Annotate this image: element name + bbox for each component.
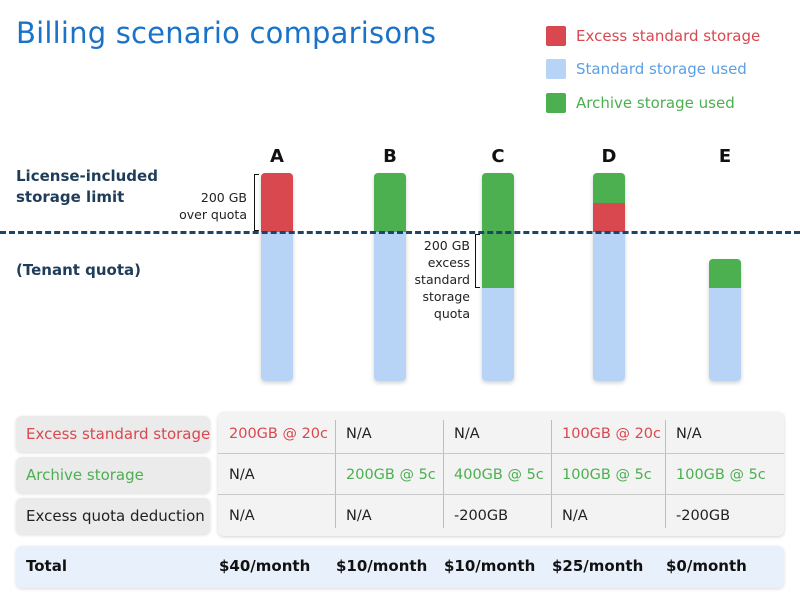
table-divider [551,420,552,528]
tenant-quota-line [0,231,800,234]
table-cell-excess-d: 100GB @ 20c [562,426,662,442]
table-cell-deduction-b: N/A [346,508,372,524]
bar-c-standard-used [482,288,514,381]
column-letter-e: E [718,146,732,167]
legend-label-archive-used: Archive storage used [576,94,735,112]
column-letter-a: A [270,146,284,167]
bar-a-standard-used [261,232,293,381]
table-cell-archive-b: 200GB @ 5c [346,467,436,483]
table-cell-archive-a: N/A [229,467,255,483]
table-cell-excess-b: N/A [346,426,372,442]
legend-swatch-excess-standard [546,26,566,46]
total-e: $0/month [666,557,747,575]
table-cell-archive-c: 400GB @ 5c [454,467,544,483]
total-row [16,546,784,588]
table-cell-excess-c: N/A [454,426,480,442]
legend-item-archive-used: Archive storage used [546,92,735,114]
annotation-a-line1: 200 GB [200,190,247,205]
bar-b-standard-used [374,232,406,381]
bar-c-archive-used [482,173,514,288]
bar-d-standard-used [593,232,625,381]
annotation-a-line2: over quota [179,207,247,222]
total-a: $40/month [219,557,311,575]
bar-a-excess-standard [261,173,293,232]
row-label-excess-quota-deduction: Excess quota deduction [16,498,210,534]
table-cell-archive-e: 100GB @ 5c [676,467,766,483]
bar-d-archive-used [593,173,625,203]
legend-label-standard-used: Standard storage used [576,60,747,78]
annotation-c-line3: standard [414,272,470,287]
table-cell-deduction-d: N/A [562,508,588,524]
total-label: Total [26,557,67,575]
table-cell-excess-e: N/A [676,426,702,442]
table-divider [443,420,444,528]
bar-d-excess-standard [593,203,625,232]
table-cell-deduction-e: -200GB [676,508,731,524]
page-title: Billing scenario comparisons [16,16,437,50]
row-label-archive-storage: Archive storage [16,457,210,493]
storage-limit-label-line1: License-included [16,167,158,185]
table-row-divider [218,494,784,495]
legend-swatch-archive-used [546,93,566,113]
legend-swatch-standard-used [546,59,566,79]
legend-item-excess-standard: Excess standard storage [546,25,760,47]
total-b: $10/month [336,557,428,575]
table-cell-deduction-c: -200GB [454,508,509,524]
annotation-c-line1: 200 GB [423,238,470,253]
storage-limit-label-line2: storage limit [16,188,125,206]
column-letter-b: B [383,146,397,167]
annotation-a: 200 GB over quota [179,189,247,223]
table-cell-deduction-a: N/A [229,508,255,524]
bar-e-archive-used [709,259,741,288]
comparison-table [218,412,784,536]
bar-b-archive-used [374,173,406,232]
annotation-c-line2: excess [427,255,470,270]
total-c: $10/month [444,557,536,575]
table-cell-excess-a: 200GB @ 20c [229,426,329,442]
table-divider [665,420,666,528]
column-letter-c: C [491,146,505,167]
annotation-c-line5: quota [433,306,470,321]
legend-item-standard-used: Standard storage used [546,58,747,80]
total-d: $25/month [552,557,644,575]
column-letter-d: D [601,146,617,167]
annotation-c: 200 GB excess standard storage quota [415,237,470,322]
bracket-c [475,234,480,288]
row-label-excess-standard: Excess standard storage [16,416,210,452]
table-divider [335,420,336,528]
bracket-a [254,174,259,231]
bar-e-standard-used [709,288,741,381]
storage-limit-label: License-included storage limit [16,166,158,208]
table-cell-archive-d: 100GB @ 5c [562,467,652,483]
legend-label-excess-standard: Excess standard storage [576,27,761,45]
table-row-divider [218,453,784,454]
tenant-quota-label: (Tenant quota) [16,261,142,279]
annotation-c-line4: storage [422,289,471,304]
